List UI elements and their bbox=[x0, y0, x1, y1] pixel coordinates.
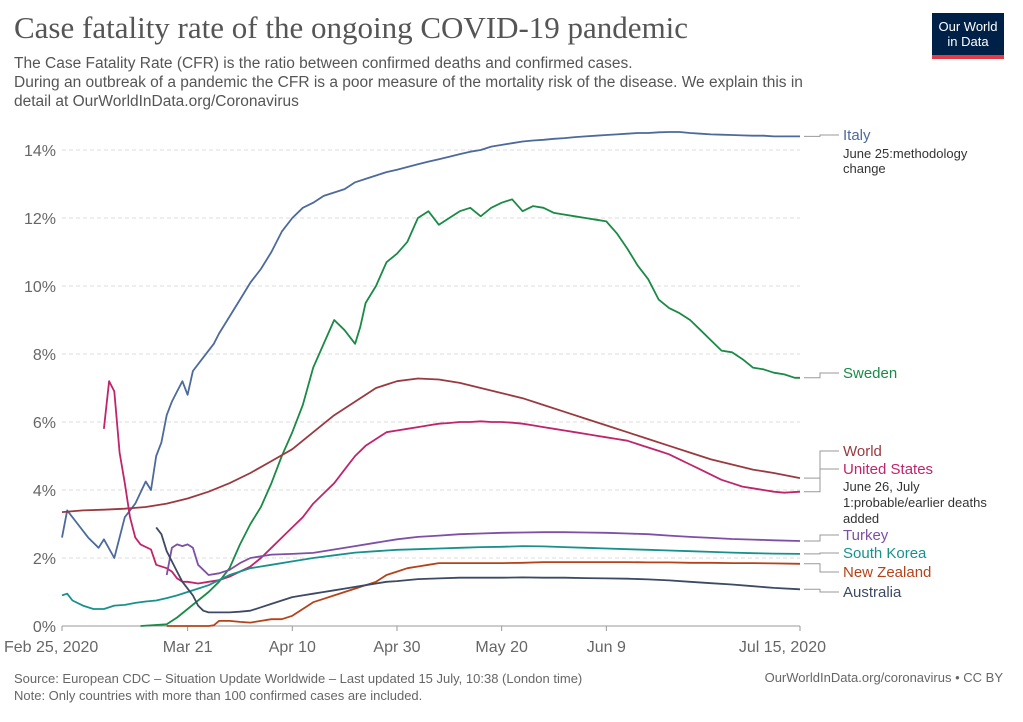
label-connector-world bbox=[804, 450, 839, 479]
label-connector-sweden bbox=[804, 372, 839, 379]
series-label-south-korea: South Korea bbox=[843, 545, 927, 562]
label-connector-italy bbox=[804, 134, 839, 137]
series-line-turkey bbox=[165, 531, 801, 576]
series-label-world: World bbox=[843, 443, 882, 460]
series-label-united-states: United States bbox=[843, 461, 933, 478]
series-note-italy-0: June 25:methodology bbox=[843, 146, 968, 161]
series-line-new-zealand bbox=[166, 561, 801, 627]
subtitle-line-2: During an outbreak of a pandemic the CFR… bbox=[14, 74, 803, 91]
y-tick-label-4: 4% bbox=[33, 483, 56, 500]
x-tick-label-1: Mar 21 bbox=[163, 639, 213, 656]
label-connector-australia bbox=[804, 588, 839, 593]
label-connector-united-states bbox=[804, 468, 839, 493]
series-line-italy bbox=[61, 131, 800, 559]
series-label-sweden: Sweden bbox=[843, 365, 897, 382]
y-tick-label-10: 10% bbox=[24, 279, 56, 296]
x-tick-label-0: Feb 25, 2020 bbox=[4, 639, 98, 656]
chart-footer: Source: European CDC – Situation Update … bbox=[14, 670, 582, 704]
series-line-south-korea bbox=[61, 545, 801, 610]
label-connector-south-korea bbox=[804, 552, 839, 555]
chart-title: Case fatality rate of the ongoing COVID-… bbox=[14, 10, 689, 45]
subtitle-line-1: The Case Fatality Rate (CFR) is the rati… bbox=[14, 55, 633, 72]
x-tick-label-5: Jun 9 bbox=[587, 639, 626, 656]
series-note-united-states-1: 1:probable/earlier deaths bbox=[843, 495, 987, 510]
y-tick-label-14: 14% bbox=[24, 143, 56, 160]
series-label-australia: Australia bbox=[843, 584, 902, 601]
x-tick-label-4: May 20 bbox=[475, 639, 528, 656]
series-line-world bbox=[61, 377, 801, 513]
license-link[interactable]: OurWorldInData.org/coronavirus • CC BY bbox=[764, 670, 1003, 685]
x-tick-label-3: Apr 30 bbox=[373, 639, 420, 656]
logo-line-2: in Data bbox=[947, 34, 989, 49]
y-tick-label-8: 8% bbox=[33, 347, 56, 364]
label-connector-new-zealand bbox=[804, 563, 839, 573]
logo-line-1: Our World bbox=[938, 19, 998, 34]
chart-subtitle: The Case Fatality Rate (CFR) is the rati… bbox=[14, 54, 914, 111]
series-note-united-states-2: added bbox=[843, 511, 879, 526]
source-text: Source: European CDC – Situation Update … bbox=[14, 671, 583, 686]
series-line-sweden bbox=[140, 198, 800, 627]
series-note-united-states-0: June 26, July bbox=[843, 479, 920, 494]
series-line-united-states bbox=[103, 380, 801, 585]
series-label-new-zealand: New Zealand bbox=[843, 564, 931, 581]
note-text: Note: Only countries with more than 100 … bbox=[14, 688, 423, 703]
y-tick-label-12: 12% bbox=[24, 211, 56, 228]
x-tick-label-6: Jul 15, 2020 bbox=[739, 639, 826, 656]
y-tick-label-6: 6% bbox=[33, 415, 56, 432]
label-connector-turkey bbox=[804, 534, 839, 542]
x-tick-label-2: Apr 10 bbox=[269, 639, 316, 656]
y-tick-label-0: 0% bbox=[33, 619, 56, 636]
series-label-turkey: Turkey bbox=[843, 527, 889, 544]
owid-logo[interactable]: Our World in Data bbox=[932, 13, 1004, 59]
series-label-italy: Italy bbox=[843, 127, 871, 144]
subtitle-line-3: detail at OurWorldInData.org/Coronavirus bbox=[14, 93, 299, 110]
series-line-australia bbox=[155, 526, 801, 614]
series-note-italy-1: change bbox=[843, 161, 886, 176]
y-tick-label-2: 2% bbox=[33, 551, 56, 568]
